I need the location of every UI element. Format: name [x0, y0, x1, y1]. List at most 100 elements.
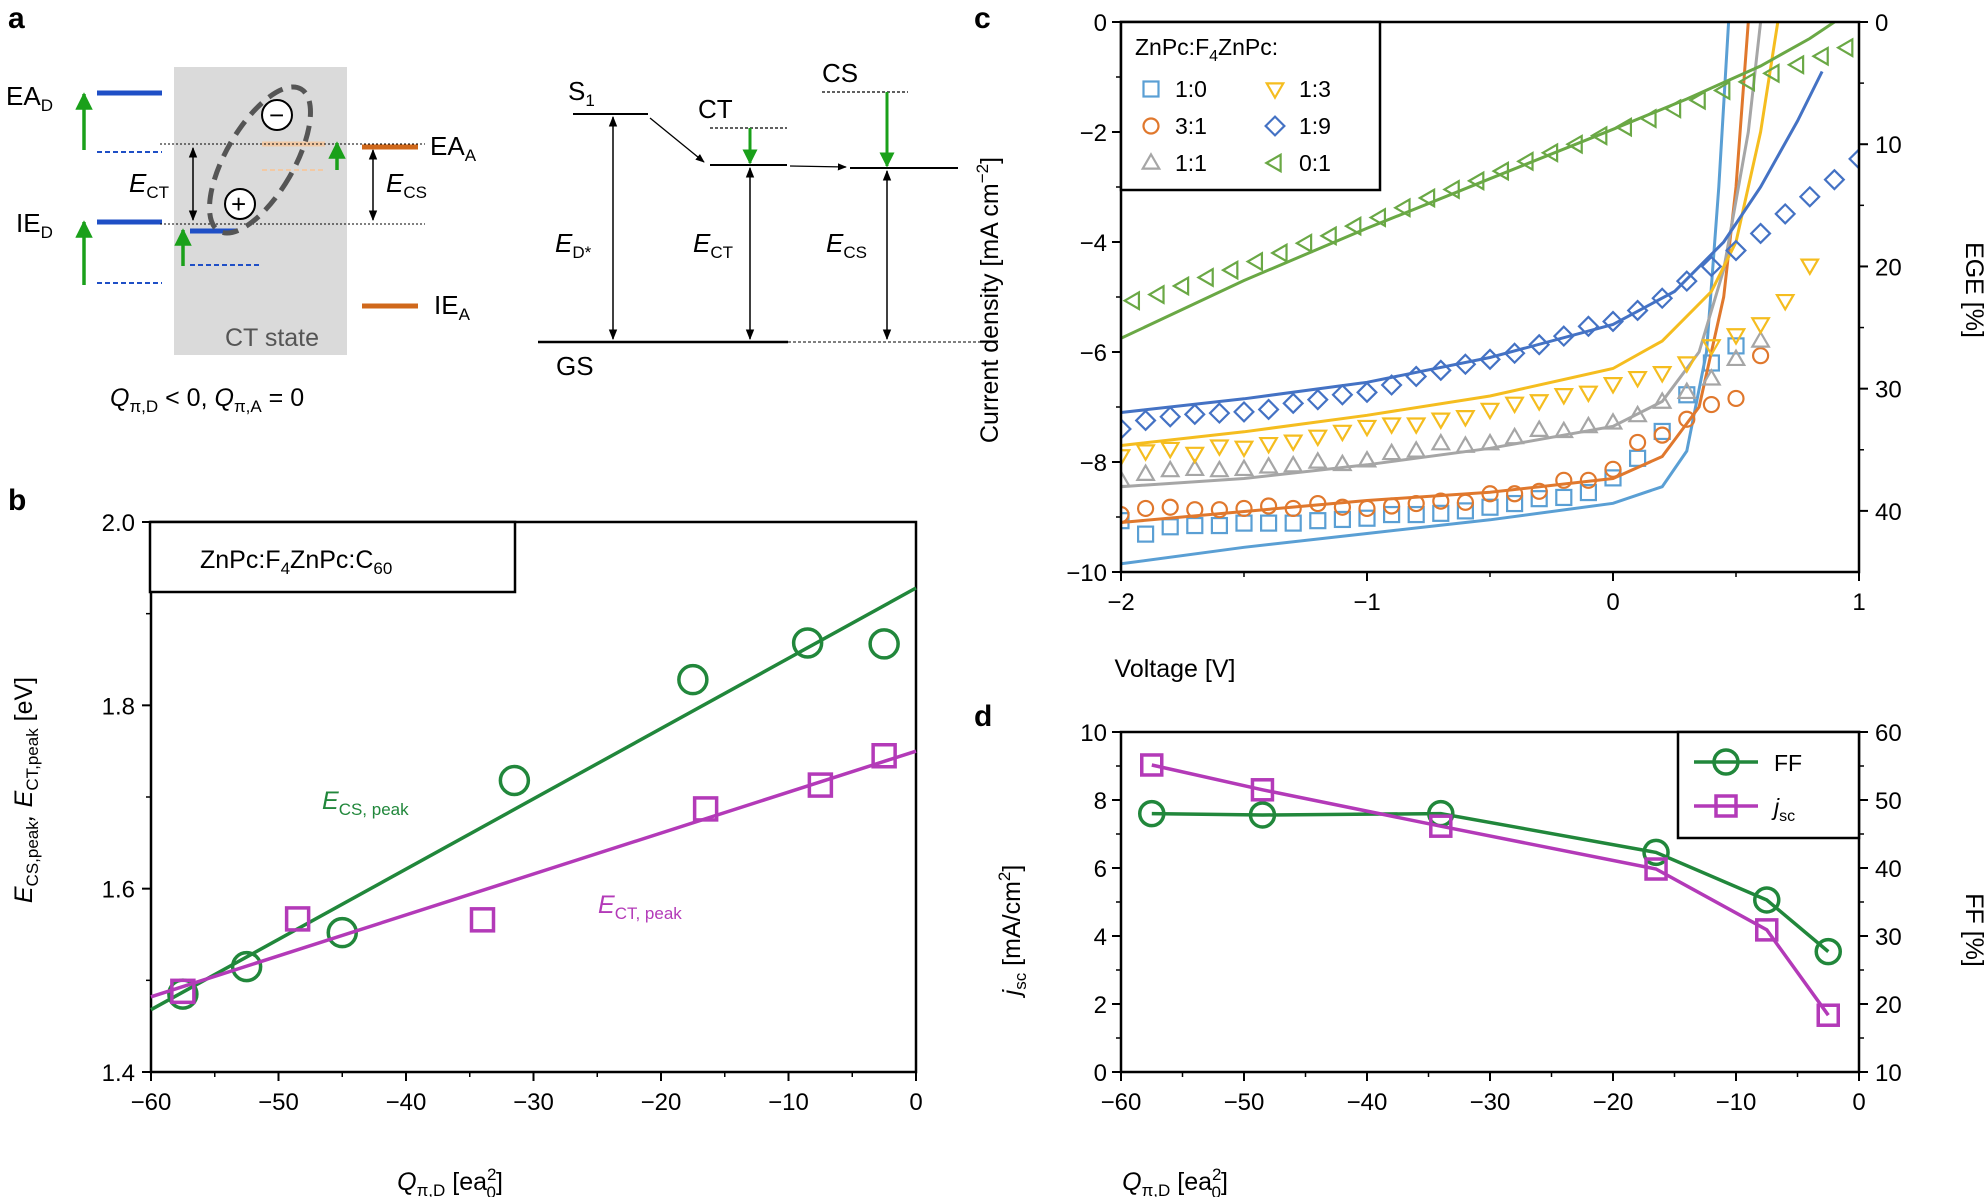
panel-c-ege-point-0-1 [1442, 179, 1460, 200]
panel-c-ege-point-1-9 [1626, 299, 1649, 322]
panel-c-ege-point-3-1 [1702, 395, 1721, 414]
ct-state-box [174, 67, 347, 355]
panel-c-ege-point-1-9 [1503, 342, 1526, 365]
panel-c-ege-point-1-9 [1233, 400, 1255, 423]
panel-b-point-circle [791, 627, 824, 659]
panel-c-ege-point-1-0 [1284, 514, 1302, 532]
panel-d-x-tick-label: −60 [1101, 1089, 1142, 1116]
panel-c-ege-point-1-3 [1332, 424, 1353, 443]
panel-c-plot-frame [1119, 20, 1861, 574]
s1-label: S1 [568, 76, 595, 110]
panel-c-legend-marker-1-1 [1140, 152, 1162, 170]
panel-d-x-tick-label: −20 [1593, 1089, 1634, 1116]
panel-c-ege-point-1-9 [1331, 383, 1354, 406]
panel-d-point-FF [1248, 801, 1277, 829]
panel-c-ege-point-3-1 [1186, 501, 1204, 519]
panel-c-ege-point-1-1 [1135, 463, 1156, 481]
panel-d-y-tick-label: 8 [1094, 788, 1107, 815]
panel-c-ege-point-1-9 [1823, 168, 1846, 191]
plus-sign: + [231, 189, 246, 219]
panel-d-point-jsc [1644, 857, 1668, 881]
panel-c-ege-point-3-1 [1432, 492, 1450, 510]
panel-c-ege-point-1-9 [1306, 388, 1329, 411]
panel-c-ege-point-1-3 [1209, 439, 1230, 457]
panel-c-ege-point-3-1 [1309, 494, 1327, 513]
panel-c-ege-point-1-9 [1208, 402, 1231, 425]
panel-b: b −60 −50 −40 −30 −20 −10 0 1.4 1.6 1.8 2.0 ZnPc:F… [8, 484, 923, 1197]
panel-c-ege-point-1-3 [1578, 385, 1599, 404]
panel-c-ege-point-1-9 [1848, 147, 1859, 170]
panel-c-ege-point-0-1 [1147, 284, 1165, 305]
panel-b-point-square [871, 743, 897, 769]
panel-c-jv-curve-0-1 [1121, 22, 1836, 340]
panel-c-ege-point-1-9 [1405, 365, 1428, 388]
panel-c-ege-point-0-1 [1220, 259, 1239, 281]
panel-c-legend-label-1-1: 1:1 [1175, 150, 1207, 176]
panel-c-ege-point-1-0 [1161, 518, 1179, 536]
panel-d-x-tick-label: 0 [1852, 1089, 1865, 1116]
panel-d-y-tick-label: 10 [1080, 720, 1107, 747]
panel-d-point-jsc [1250, 778, 1275, 802]
panel-c-ege-point-0-1 [1491, 160, 1510, 182]
panel-c-jv-curve-1-3 [1121, 22, 1780, 447]
panel-c-ege-point-3-1 [1653, 426, 1671, 444]
panel-d-point-jsc [1429, 814, 1453, 838]
panel-d-point-FF [1814, 937, 1842, 966]
panel-c-ege-point-1-0 [1382, 505, 1401, 524]
panel-c-ege-point-1-9 [1159, 405, 1182, 428]
panel-d-x-tick-label: −10 [1716, 1089, 1757, 1116]
panel-b-point-circle [230, 950, 263, 983]
panel-c-ege-point-3-1 [1456, 493, 1475, 511]
panel-d-legend-box [1676, 730, 1861, 840]
panel-c-ege-point-0-1 [1887, 28, 1901, 45]
panel-b-legend-box [148, 520, 517, 594]
panel-c-legend-marker-0-1 [1264, 152, 1282, 174]
panel-c-ege-point-1-3 [1602, 377, 1624, 395]
panel-c-ege-point-1-3 [1504, 396, 1525, 415]
panel-c-ege-point-0-1 [1196, 267, 1214, 288]
panel-c-ege-point-1-9 [1725, 239, 1747, 262]
panel-c-ege-point-1-1 [1381, 442, 1402, 461]
panel-c-ege-point-3-1 [1333, 498, 1352, 516]
panel-c-ege-point-3-1 [1259, 497, 1278, 515]
panel-c-ege-point-1-1 [1504, 426, 1525, 445]
panel-b-point-square [284, 906, 311, 932]
panel-d-legend-marker-FF [1712, 748, 1740, 776]
panel-b-point-square [692, 796, 719, 822]
panel-c-ege-point-1-9 [1257, 398, 1280, 421]
panel-c-ege-point-1-0 [1210, 516, 1229, 535]
panel-c-ege-point-1-9 [1651, 287, 1674, 310]
panel-c-ege-point-3-1 [1628, 433, 1647, 452]
panel-c-ege-point-0-1 [1737, 71, 1756, 93]
panel-c-series-group [1121, 22, 1901, 566]
panel-c-ege-point-3-1 [1382, 497, 1401, 515]
panel-c-y-axis-label: Current density [mA cm−2] [973, 157, 1004, 443]
panel-d-legend: FF jsc [1676, 730, 1861, 840]
panel-c-x-tick-label: 0 [1606, 589, 1619, 616]
panel-c-legend-marker-1-0 [1142, 80, 1160, 98]
panel-b-y-tick-label: 2.0 [102, 510, 135, 537]
panel-c-ege-point-0-1 [1540, 142, 1559, 163]
panel-c-ege-point-1-3 [1676, 356, 1697, 374]
panel-c-ege-point-1-3 [1381, 417, 1402, 435]
plus-charge-icon [224, 188, 256, 220]
panel-c-ege-point-1-3 [1701, 339, 1722, 357]
panel-label-c: c [974, 2, 991, 35]
panel-c-legend-label-3-1: 3:1 [1175, 113, 1207, 139]
panel-c-legend-title: ZnPc:F4ZnPc: [1135, 34, 1278, 65]
panel-b-y-tick-label: 1.6 [102, 877, 135, 904]
panel-c-ege-point-1-3 [1775, 293, 1796, 312]
panel-c-ege-point-1-3 [1160, 441, 1181, 460]
panel-c-y-tick-label: −6 [1080, 340, 1107, 367]
gs-label: GS [556, 351, 594, 381]
panel-c-ege-point-1-3 [1233, 440, 1255, 459]
ecs-label: ECS [386, 168, 427, 202]
ct-exciton-ellipse [207, 84, 313, 236]
panel-c-ege-point-3-1 [1407, 494, 1425, 513]
panel-b-legend-title: ZnPc:F4ZnPc:C60 [200, 546, 392, 578]
panel-c-ege-point-0-1 [1589, 125, 1608, 146]
panel-b-x-tick-label: −30 [513, 1089, 554, 1116]
panel-c-ege-point-3-1 [1530, 482, 1548, 500]
panel-d-y2-tick-label: 40 [1875, 856, 1902, 883]
panel-c-ege-point-3-1 [1751, 347, 1770, 365]
